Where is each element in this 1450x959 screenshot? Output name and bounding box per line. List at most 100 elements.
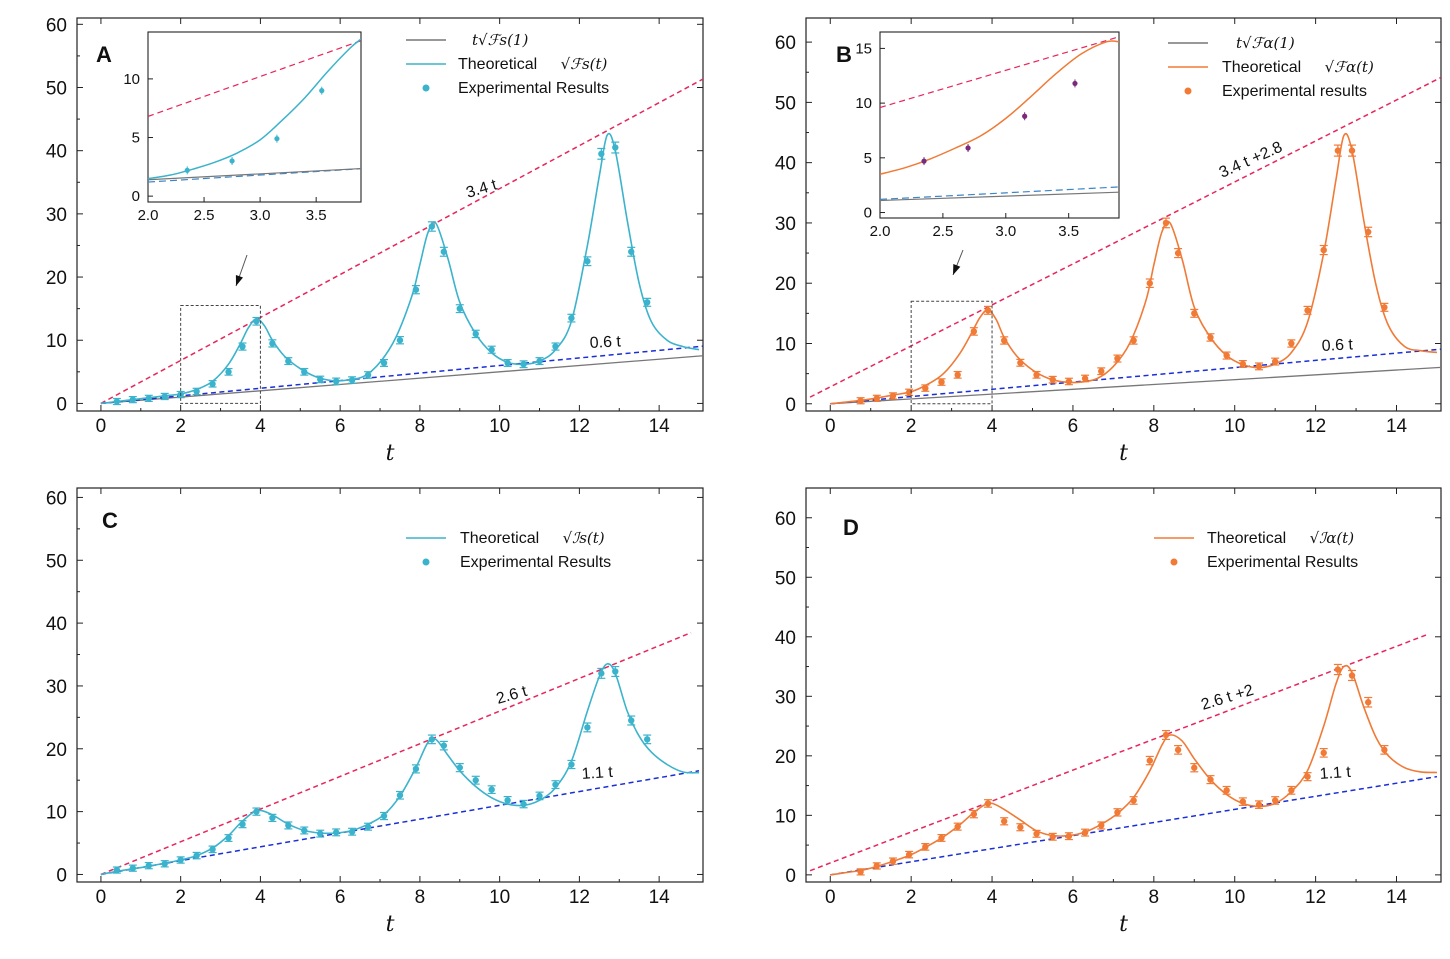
y-tick-label: 30: [775, 687, 796, 708]
data-point: [285, 822, 292, 829]
data-point: [584, 258, 591, 265]
data-point: [456, 764, 463, 771]
inset-x-tick-label: 3.5: [306, 207, 327, 224]
inset-data-point: [274, 136, 280, 142]
data-point: [396, 337, 404, 344]
bound-line-1: [830, 775, 1438, 876]
inset-plot-area: [148, 38, 361, 183]
data-point: [520, 361, 527, 368]
data-point: [380, 812, 388, 820]
data-point: [177, 856, 184, 864]
data-point: [1049, 376, 1056, 383]
data-point: [1098, 822, 1105, 829]
data-point: [1114, 809, 1121, 816]
plot-frame: [76, 487, 704, 883]
data-point: [225, 834, 232, 842]
data-point: [301, 368, 308, 376]
x-tick-label: 10: [489, 887, 510, 908]
data-point: [1304, 773, 1311, 780]
theory-curve: [830, 132, 1438, 405]
x-tick-label: 12: [1305, 887, 1326, 908]
data-point: [488, 786, 495, 793]
data-point: [536, 792, 543, 800]
data-point: [145, 395, 152, 402]
data-point: [584, 724, 591, 731]
x-axis-label: t: [1119, 912, 1128, 937]
x-tick-label: 6: [335, 416, 346, 437]
y-tick-label: 20: [775, 274, 796, 295]
data-point: [1033, 371, 1040, 379]
legend-math: √ℐα(t): [1310, 529, 1355, 547]
y-tick-label: 60: [775, 509, 796, 530]
x-tick-label: 8: [415, 416, 426, 437]
data-point: [889, 392, 897, 400]
y-tick-label: 0: [56, 394, 67, 415]
y-tick-label: 30: [46, 677, 67, 698]
panel-letter: B: [836, 42, 852, 67]
data-point: [643, 299, 651, 306]
data-point: [552, 781, 559, 788]
data-point: [1348, 672, 1356, 679]
y-tick-label: 40: [46, 142, 67, 163]
data-point: [1255, 363, 1263, 370]
inset-data-point: [921, 158, 927, 164]
data-point: [253, 318, 260, 325]
data-point: [488, 346, 495, 353]
data-point: [1000, 337, 1008, 344]
y-tick-label: 40: [46, 614, 67, 635]
x-tick-label: 12: [569, 887, 590, 908]
data-point: [1162, 731, 1170, 739]
data-point: [472, 330, 479, 338]
data-point: [113, 398, 121, 405]
inset-frame: [879, 31, 1120, 219]
x-tick-label: 4: [987, 416, 998, 437]
y-tick-label: 30: [775, 214, 796, 235]
legend-math: t√ℱs(1): [472, 31, 528, 49]
legend: Theoretical √ℐs(t) Experimental Results: [406, 529, 611, 571]
legend-swatch-dot: [1170, 558, 1178, 566]
bound-line-1: [830, 348, 1441, 405]
data-point: [857, 397, 864, 404]
data-point: [1320, 246, 1327, 254]
data-point: [332, 378, 340, 385]
data-point: [970, 810, 978, 818]
bound-label-1: 0.6 t: [1321, 336, 1354, 355]
data-point: [317, 830, 324, 837]
bound-label-1: 0.6 t: [589, 333, 622, 352]
x-tick-label: 8: [1149, 416, 1160, 437]
x-tick-label: 10: [1224, 887, 1245, 908]
y-tick-label: 0: [785, 866, 796, 887]
y-tick-label: 0: [785, 395, 796, 416]
data-point: [628, 248, 635, 255]
data-point: [113, 866, 121, 874]
data-point: [440, 742, 448, 749]
x-tick-label: 4: [987, 887, 998, 908]
inset: 2.0 2.5 3.0 3.5 0 5 10 15: [855, 31, 1120, 240]
data-point: [1000, 818, 1008, 825]
data-point: [1239, 798, 1247, 805]
y-tick-label: 20: [46, 740, 67, 761]
x-tick-label: 0: [825, 887, 836, 908]
data-point: [1065, 378, 1073, 385]
data-point: [1065, 832, 1073, 840]
zoom-box: [910, 300, 993, 405]
inset-data-point: [184, 167, 190, 173]
legend-label: Experimental results: [1222, 83, 1367, 100]
data-point: [161, 393, 168, 400]
data-point: [552, 343, 559, 350]
y-tick-label: 50: [775, 568, 796, 589]
data-point: [1255, 801, 1263, 808]
plot-area: [809, 76, 1441, 405]
data-point: [1081, 375, 1089, 382]
inset-x-tick-label: 3.0: [995, 223, 1016, 240]
y-tick-label: 10: [775, 806, 796, 827]
data-point: [504, 359, 511, 367]
data-point: [239, 343, 246, 350]
data-point: [857, 868, 864, 876]
inset-x-tick-label: 2.5: [194, 207, 215, 224]
data-point: [1207, 776, 1214, 783]
data-point: [954, 371, 961, 379]
data-point: [536, 357, 543, 365]
data-point: [1381, 304, 1388, 311]
data-point: [1081, 829, 1089, 836]
